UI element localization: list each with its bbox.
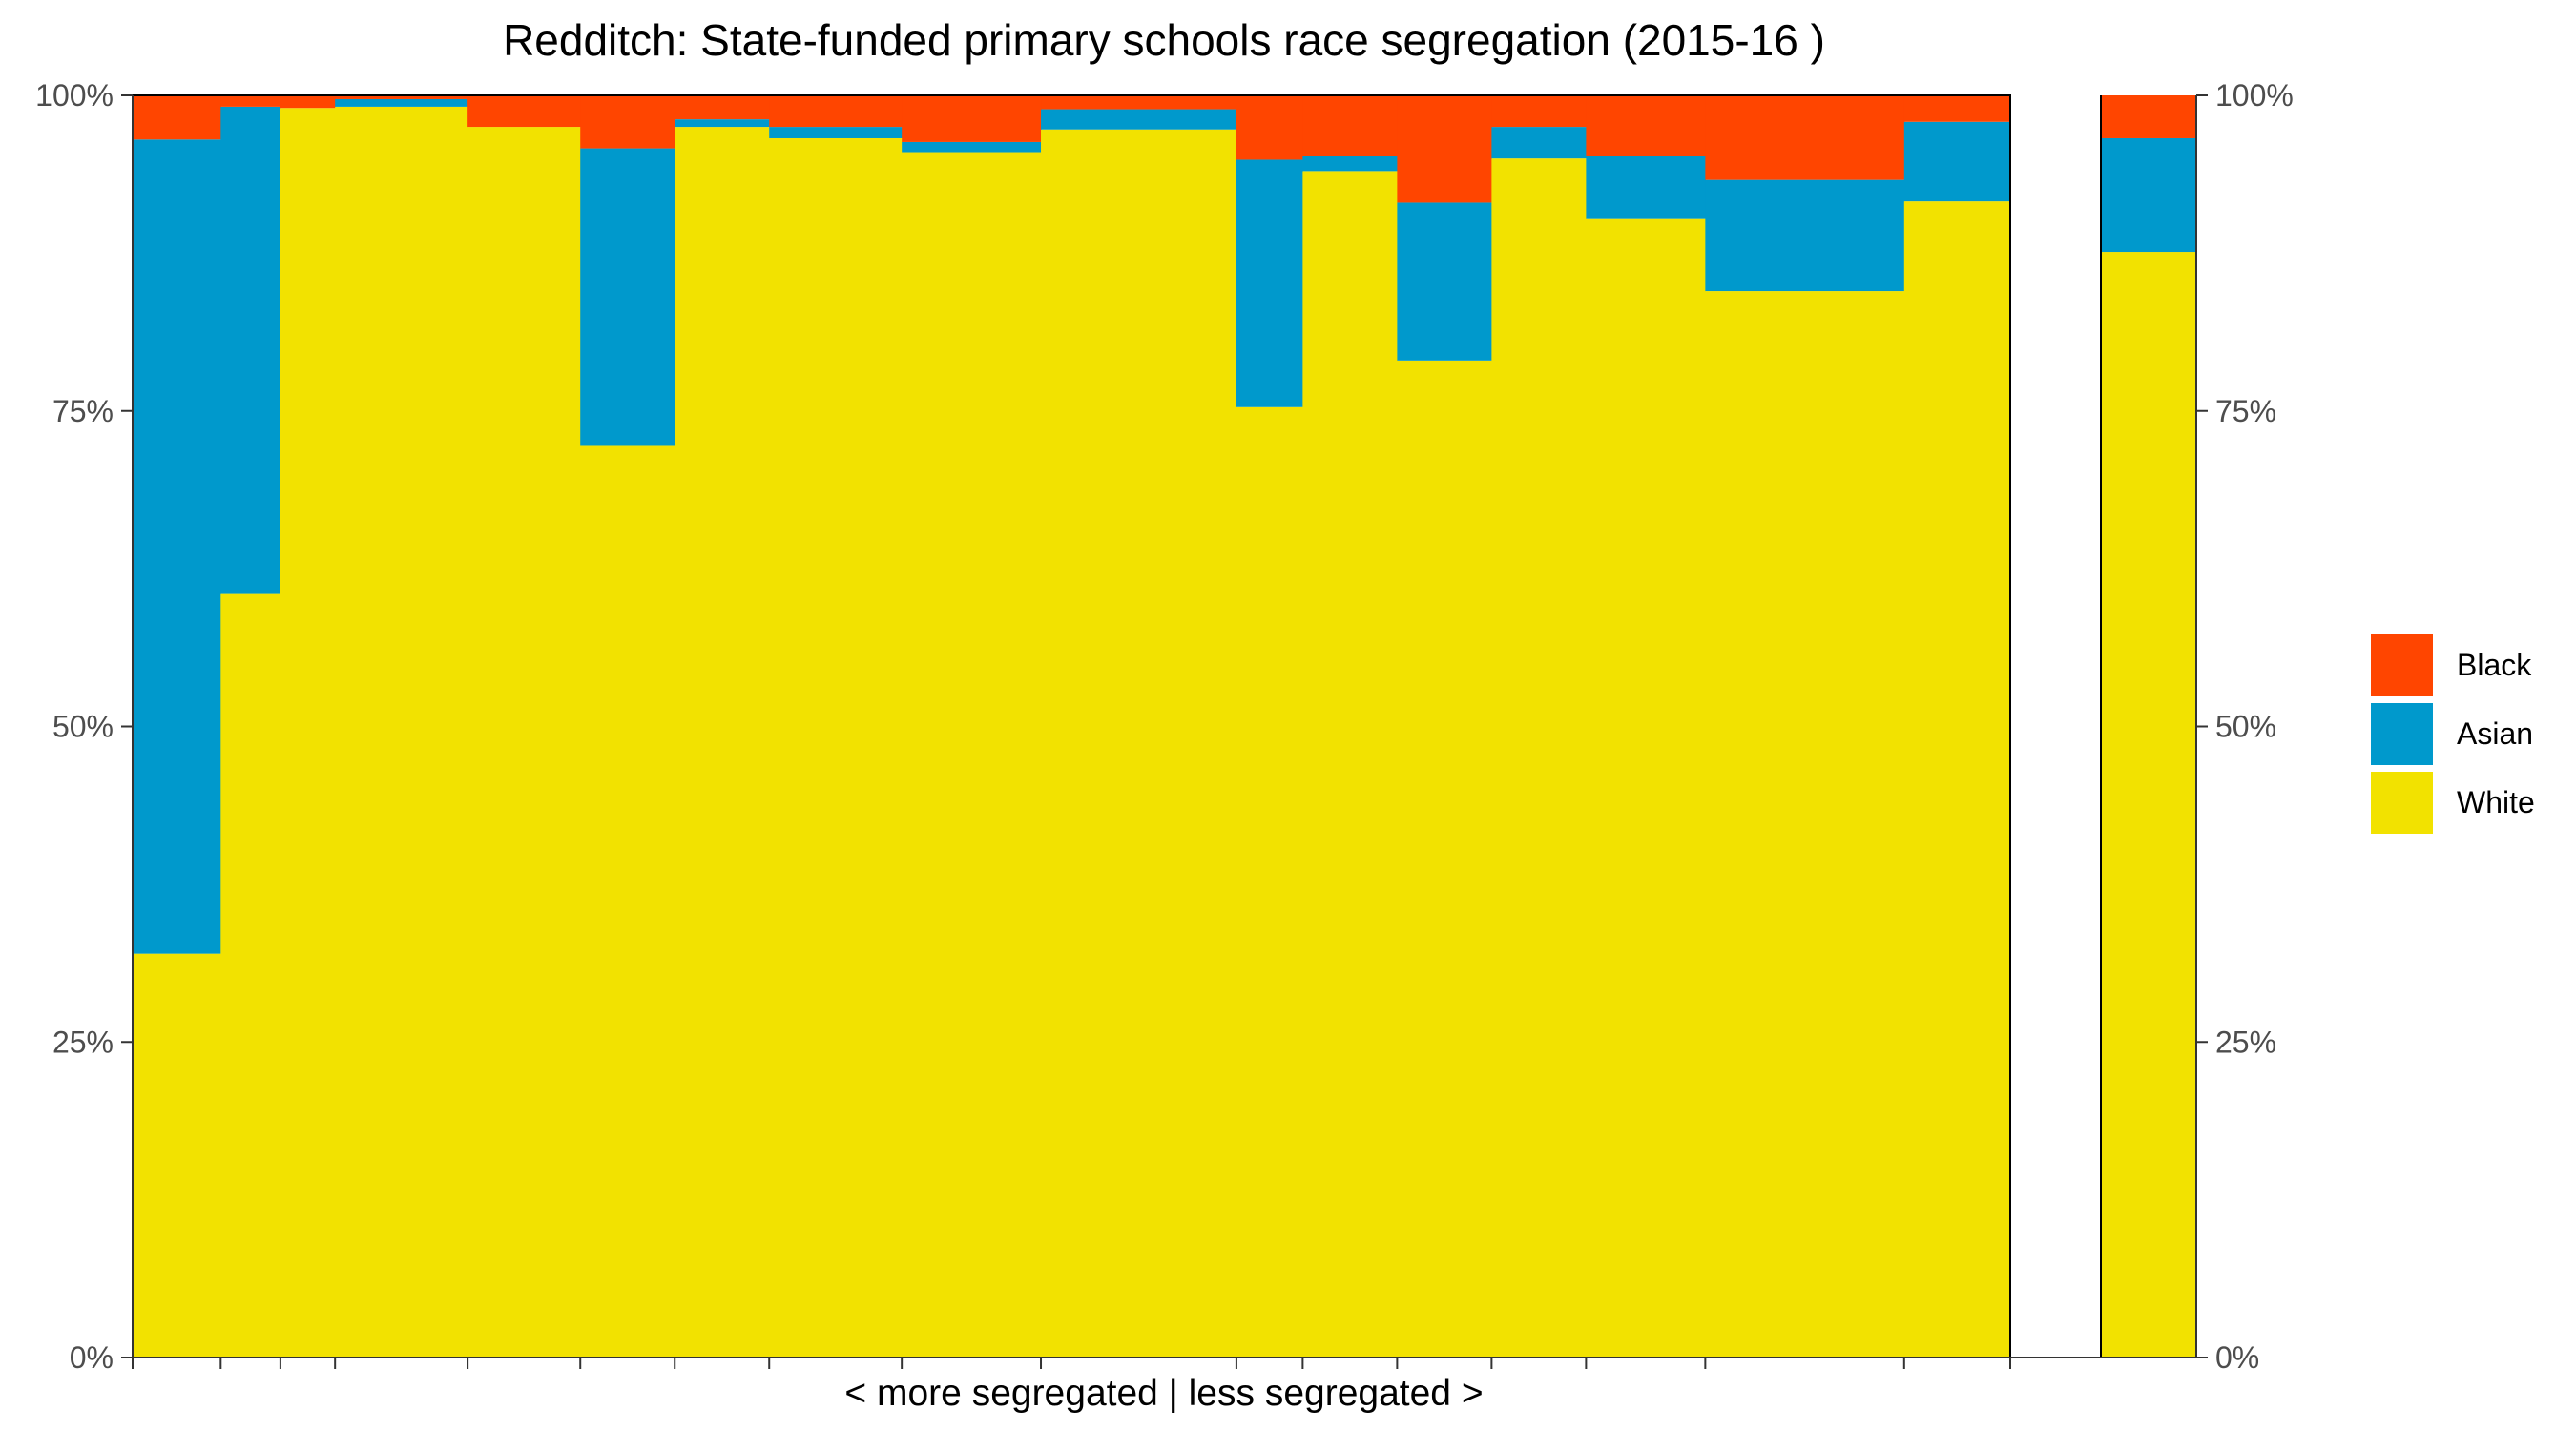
bar-school-11-white — [1236, 406, 1303, 1358]
bar-school-9-black — [902, 95, 1042, 142]
bar-school-16-black — [1705, 95, 1905, 180]
bar-school-14-asian — [1491, 127, 1587, 159]
bar-school-12-asian — [1302, 156, 1398, 172]
bar-school-8-white — [769, 137, 903, 1358]
y-tick-label-left-4: 100% — [35, 78, 114, 113]
bar-school-3-black — [280, 95, 336, 109]
summary-bar-asian — [2101, 137, 2196, 253]
bar-school-13-white — [1397, 360, 1492, 1358]
bar-school-17-black — [1903, 95, 2011, 122]
bar-school-5-white — [467, 127, 581, 1358]
bar-school-17-white — [1903, 201, 2011, 1358]
x-axis-label: < more segregated | less segregated > — [844, 1373, 1483, 1414]
summary-bar-black — [2101, 95, 2196, 138]
chart-title: Redditch: State-funded primary schools r… — [503, 15, 1825, 65]
bar-school-2-asian — [220, 106, 281, 594]
bar-school-1-asian — [133, 139, 221, 954]
bar-school-11-black — [1236, 95, 1303, 160]
bar-school-5-black — [467, 95, 581, 128]
bars-layer — [132, 94, 2011, 1358]
bar-school-14-white — [1491, 158, 1587, 1358]
bar-school-10-asian — [1041, 109, 1237, 130]
y-tick-label-right-4: 100% — [2215, 78, 2294, 113]
y-tick-label-right-3: 75% — [2215, 394, 2276, 428]
bar-school-14-black — [1491, 95, 1587, 128]
bar-school-3-white — [280, 108, 336, 1358]
legend-swatch-asian — [2371, 703, 2433, 765]
bar-school-15-white — [1586, 218, 1706, 1358]
bar-school-10-white — [1041, 129, 1237, 1358]
legend-swatch-black — [2371, 634, 2433, 696]
bar-school-17-asian — [1903, 121, 2011, 202]
bar-school-4-asian — [335, 98, 468, 107]
bar-school-9-asian — [902, 141, 1042, 153]
legend-label-asian: Asian — [2457, 716, 2533, 751]
legend-swatch-white — [2371, 772, 2433, 834]
bar-school-9-white — [902, 152, 1042, 1358]
y-tick-label-right-1: 25% — [2215, 1025, 2276, 1059]
bar-school-2-black — [220, 95, 281, 107]
y-tick-label-left-0: 0% — [70, 1340, 114, 1375]
axes-layer: 0% 0% 25% 25% 50% 50% 75% 75% 100% 100% — [35, 78, 2294, 1375]
bar-school-15-black — [1586, 95, 1706, 156]
bar-school-15-asian — [1586, 156, 1706, 219]
bar-school-4-white — [335, 106, 468, 1358]
summary-layer — [2100, 95, 2196, 1358]
bar-school-1-black — [133, 95, 221, 140]
bar-school-13-asian — [1397, 202, 1492, 361]
bar-school-16-white — [1705, 291, 1905, 1358]
bar-school-6-asian — [580, 148, 675, 446]
bar-school-11-asian — [1236, 159, 1303, 407]
legend-label-white: White — [2457, 785, 2535, 819]
bar-school-7-asian — [675, 119, 770, 128]
bar-school-8-black — [769, 95, 903, 128]
legend-label-black: Black — [2457, 648, 2532, 682]
bar-school-12-black — [1302, 95, 1398, 156]
bar-school-16-asian — [1705, 179, 1905, 292]
bar-school-6-white — [580, 445, 675, 1358]
y-tick-label-left-2: 50% — [52, 710, 114, 744]
summary-bar-white — [2101, 252, 2196, 1358]
y-tick-label-left-1: 25% — [52, 1025, 114, 1059]
bar-school-13-black — [1397, 95, 1492, 203]
bar-school-1-white — [133, 953, 221, 1358]
y-tick-label-right-2: 50% — [2215, 710, 2276, 744]
bar-school-7-white — [675, 127, 770, 1358]
bar-school-8-asian — [769, 127, 903, 138]
bar-school-2-white — [220, 593, 281, 1358]
y-tick-label-left-3: 75% — [52, 394, 114, 428]
legend: Black Asian White — [2371, 634, 2535, 834]
bar-school-10-black — [1041, 95, 1237, 110]
bar-school-12-white — [1302, 171, 1398, 1358]
bar-school-4-black — [335, 95, 468, 99]
bar-school-7-black — [675, 95, 770, 120]
y-tick-label-right-0: 0% — [2215, 1340, 2259, 1375]
bar-school-6-black — [580, 95, 675, 149]
